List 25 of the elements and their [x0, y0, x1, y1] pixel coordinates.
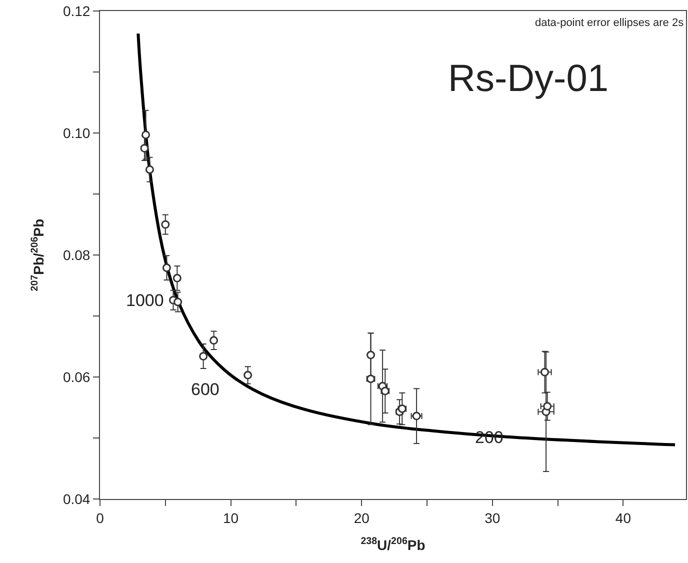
point	[174, 298, 182, 306]
point	[142, 130, 150, 140]
y-tick-label: 0.10	[62, 124, 90, 141]
annotation: data-point error ellipses are 2s	[535, 17, 684, 29]
point	[140, 144, 149, 152]
x-tick-label: 20	[354, 510, 370, 526]
x-axis-title: $^{238}$U/$^{206}$Pb	[360, 536, 426, 554]
x-tick-label: 0	[96, 510, 104, 526]
x-tick-label: 10	[223, 510, 239, 526]
annotation: 600	[191, 380, 220, 399]
y-tick-label: 0.06	[62, 368, 90, 385]
point	[162, 264, 171, 272]
y-tick-label: 0.12	[62, 2, 90, 19]
y-tick-label: 0.04	[62, 490, 90, 507]
point	[145, 165, 154, 174]
point	[244, 370, 252, 380]
annotation: Rs-Dy-01	[448, 58, 608, 100]
point	[161, 220, 170, 229]
point	[540, 368, 549, 376]
x-tick-label: 30	[484, 510, 500, 526]
y-tick-label: 0.08	[62, 246, 90, 263]
point	[210, 336, 218, 345]
x-tick-label: 40	[615, 510, 632, 526]
point	[543, 402, 552, 411]
annotation: 1000	[126, 291, 164, 310]
